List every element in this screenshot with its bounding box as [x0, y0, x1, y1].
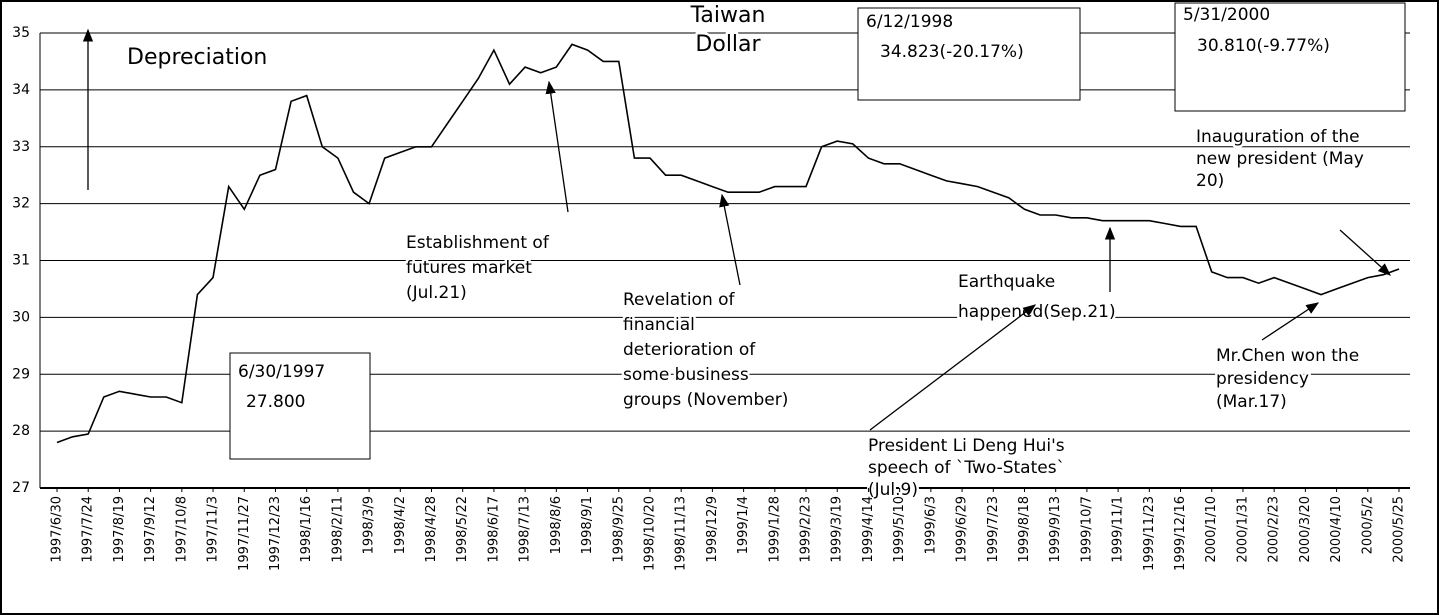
box: [229, 352, 371, 460]
x-tick-label: 2000/4/10: [1329, 496, 1344, 563]
x-tick-label: 1999/3/19: [830, 496, 845, 563]
x-tick-label: 1998/5/22: [455, 496, 470, 563]
x-tick-label: 1999/11/23: [1142, 496, 1157, 571]
annotation: futures market: [406, 258, 532, 278]
annotation: deterioration of: [623, 340, 756, 360]
x-tick-label: 1999/1/28: [767, 496, 782, 563]
x-tick-label: 1998/6/17: [486, 496, 501, 563]
arrow: [545, 80, 569, 213]
annotation: presidency: [1216, 369, 1309, 389]
y-tick-label: 35: [12, 25, 30, 41]
y-tick-label: 29: [12, 366, 30, 382]
x-tick-label: 1997/12/23: [268, 496, 283, 571]
x-tick-label: 1998/7/13: [518, 496, 533, 563]
annotation: Revelation of: [623, 290, 736, 310]
y-tick-label: 27: [12, 480, 30, 496]
x-tick-label: 1999/2/23: [799, 496, 814, 563]
annotation: 20): [1196, 171, 1224, 191]
x-tick-label: 1998/4/2: [393, 496, 408, 554]
annotation: groups (November): [623, 390, 788, 410]
annotation: 6/30/1997: [238, 362, 325, 382]
arrows: [82, 28, 1391, 431]
x-tick-label: 2000/1/31: [1235, 496, 1250, 563]
x-tick-label: 1999/9/13: [1048, 496, 1063, 563]
y-tick-label: 31: [12, 253, 30, 269]
x-tick-label: 1999/7/23: [986, 496, 1001, 563]
annotation: 6/12/1998: [866, 12, 953, 32]
annotation: Establishment of: [406, 233, 550, 253]
x-tick-label: 1999/4/14: [861, 496, 876, 563]
annotation: 5/31/2000: [1183, 5, 1270, 25]
x-tick-label: 2000/5/2: [1360, 496, 1375, 554]
x-tick-label: 1999/1/4: [736, 496, 751, 554]
arrow: [869, 304, 1037, 431]
y-tick-label: 33: [12, 139, 30, 155]
y-tick-label: 28: [12, 423, 30, 439]
annotation: financial: [623, 315, 695, 335]
x-tick-label: 2000/5/25: [1392, 496, 1407, 563]
box: [1174, 2, 1406, 112]
x-tick-label: 1998/8/6: [549, 496, 564, 554]
annotation: happened(Sep.21): [958, 302, 1116, 322]
x-tick-label: 1998/12/9: [705, 496, 720, 563]
x-tick-label: 1998/9/1: [580, 496, 595, 554]
annotation: speech of `Two-States`: [868, 458, 1065, 478]
annotation: 34.823(-20.17%): [880, 42, 1024, 62]
x-tick-label: 1999/5/10: [892, 496, 907, 563]
x-tick-label: 1998/11/13: [674, 496, 689, 571]
annotation: 30.810(-9.77%): [1197, 36, 1330, 56]
x-tick-label: 2000/3/20: [1298, 496, 1313, 563]
x-tick-label: 1998/2/11: [330, 496, 345, 563]
annotation: Mr.Chen won the: [1216, 346, 1359, 366]
x-tick-label: 1997/6/30: [50, 496, 65, 563]
x-tick-label: 1997/9/12: [143, 496, 158, 563]
annotation: (Jul.21): [406, 283, 467, 303]
x-tick-label: 1998/1/16: [299, 496, 314, 563]
x-tick-label: 1997/7/24: [81, 496, 96, 563]
y-tick-label: 30: [12, 309, 30, 325]
x-tick-label: 1997/8/19: [112, 496, 127, 563]
annotation: some business: [623, 365, 749, 385]
arrow: [1339, 229, 1391, 276]
x-tick-label: 1999/10/7: [1079, 496, 1094, 563]
x-tick-label: 1999/11/1: [1111, 496, 1126, 563]
annotation: President Li Deng Hui's: [868, 436, 1065, 456]
y-tick-label: 34: [12, 82, 30, 98]
box: [857, 7, 1081, 101]
annotation: Earthquake: [958, 272, 1055, 292]
annotation: Dollar: [695, 32, 761, 57]
annotation: (Jul.9): [868, 480, 918, 500]
x-tick-label: 1997/11/3: [206, 496, 221, 563]
annotation: Taiwan: [690, 3, 766, 28]
x-tick-label: 1999/6/3: [923, 496, 938, 554]
annotation: 27.800: [246, 392, 305, 412]
x-tick-label: 1999/8/18: [1017, 496, 1032, 563]
rate-line: [56, 43, 1400, 444]
arrow: [1261, 302, 1320, 341]
annotations: Depreciation Taiwan Dollar 6/12/1998 34.823(…: [125, 1, 1367, 503]
plot: [56, 43, 1400, 444]
x-tick-label: 1999/6/29: [955, 496, 970, 563]
x-tick-label: 1998/10/20: [642, 496, 657, 571]
x-tick-label: 1998/9/25: [611, 496, 626, 563]
annotation: (Mar.17): [1216, 392, 1287, 412]
x-tick-label: 1997/11/27: [237, 496, 252, 571]
annotation: Inauguration of the: [1196, 127, 1360, 147]
x-tick-label: 2000/1/10: [1204, 496, 1219, 563]
annotation: new president (May: [1196, 149, 1364, 169]
y-tick-label: 32: [12, 196, 30, 212]
annotation: Depreciation: [127, 45, 267, 70]
arrow: [719, 193, 741, 286]
x-tick-label: 1999/12/16: [1173, 496, 1188, 571]
x-tick-label: 1998/3/9: [362, 496, 377, 554]
x-tick-label: 2000/2/23: [1267, 496, 1282, 563]
x-tick-label: 1998/4/28: [424, 496, 439, 563]
x-tick-label: 1997/10/8: [174, 496, 189, 563]
